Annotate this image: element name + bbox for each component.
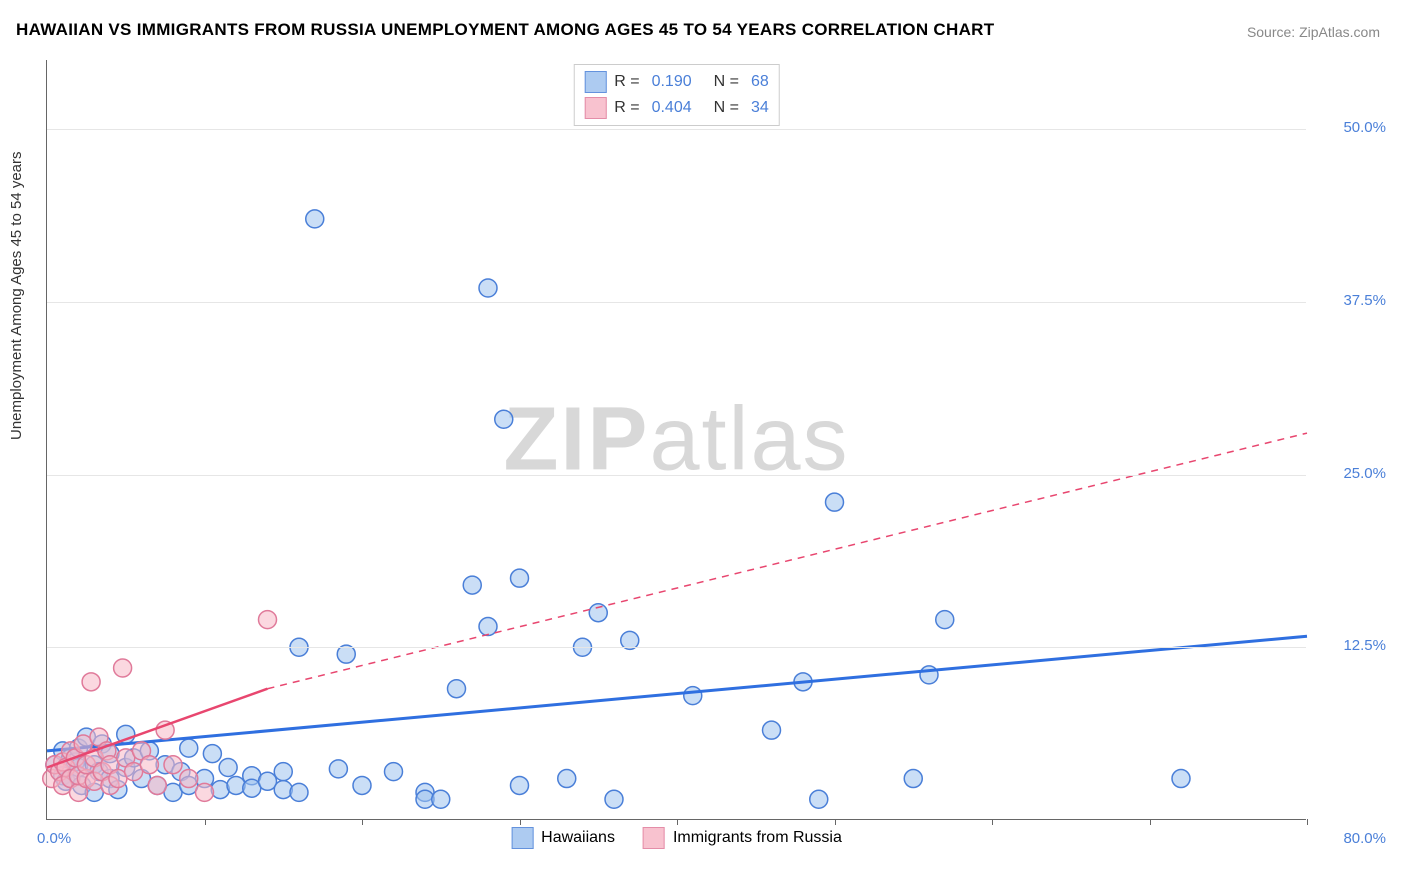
x-tick: [677, 819, 678, 825]
gridline: [47, 302, 1306, 303]
data-point-hawaiians: [605, 790, 623, 808]
data-point-hawaiians: [203, 745, 221, 763]
x-tick: [520, 819, 521, 825]
correlation-legend: R = 0.190 N = 68 R = 0.404 N = 34: [573, 64, 780, 126]
legend-row-hawaiians: R = 0.190 N = 68: [584, 69, 769, 95]
legend-label-hawaiians: Hawaiians: [541, 829, 615, 847]
data-point-hawaiians: [479, 618, 497, 636]
data-point-hawaiians: [290, 783, 308, 801]
data-point-hawaiians: [826, 493, 844, 511]
x-tick: [205, 819, 206, 825]
data-point-hawaiians: [329, 760, 347, 778]
data-point-russia: [114, 659, 132, 677]
swatch-hawaiians: [584, 71, 606, 93]
legend-r-label: R =: [614, 73, 639, 91]
data-point-russia: [180, 770, 198, 788]
swatch-russia: [584, 97, 606, 119]
data-point-hawaiians: [180, 739, 198, 757]
data-point-hawaiians: [219, 758, 237, 776]
data-point-hawaiians: [495, 410, 513, 428]
data-point-hawaiians: [432, 790, 450, 808]
series-legend: Hawaiians Immigrants from Russia: [511, 827, 842, 849]
data-point-hawaiians: [763, 721, 781, 739]
swatch-russia: [643, 827, 665, 849]
chart-title: HAWAIIAN VS IMMIGRANTS FROM RUSSIA UNEMP…: [16, 20, 994, 40]
legend-r-label: R =: [614, 99, 639, 117]
legend-item-russia: Immigrants from Russia: [643, 827, 842, 849]
swatch-hawaiians: [511, 827, 533, 849]
x-axis-max-label: 80.0%: [1343, 830, 1386, 847]
y-tick-label: 25.0%: [1316, 465, 1386, 482]
y-axis-label: Unemployment Among Ages 45 to 54 years: [8, 151, 25, 440]
x-tick: [1150, 819, 1151, 825]
legend-n-label: N =: [714, 99, 739, 117]
gridline: [47, 129, 1306, 130]
data-point-russia: [140, 756, 158, 774]
data-point-hawaiians: [1172, 770, 1190, 788]
y-tick-label: 12.5%: [1316, 637, 1386, 654]
data-point-hawaiians: [448, 680, 466, 698]
chart-plot-area: ZIPatlas R = 0.190 N = 68 R = 0.404 N = …: [46, 60, 1306, 820]
x-axis-min-label: 0.0%: [37, 830, 71, 847]
trendline-hawaiians: [47, 636, 1307, 751]
data-point-hawaiians: [684, 687, 702, 705]
data-point-hawaiians: [511, 776, 529, 794]
data-point-hawaiians: [385, 763, 403, 781]
legend-n-label: N =: [714, 73, 739, 91]
data-point-hawaiians: [558, 770, 576, 788]
scatter-svg: [47, 60, 1306, 819]
data-point-russia: [196, 783, 214, 801]
data-point-russia: [164, 756, 182, 774]
x-tick: [992, 819, 993, 825]
x-tick: [362, 819, 363, 825]
gridline: [47, 647, 1306, 648]
x-tick: [835, 819, 836, 825]
data-point-hawaiians: [353, 776, 371, 794]
gridline: [47, 475, 1306, 476]
y-tick-label: 50.0%: [1316, 119, 1386, 136]
x-tick: [1307, 819, 1308, 825]
data-point-hawaiians: [810, 790, 828, 808]
data-point-hawaiians: [589, 604, 607, 622]
legend-item-hawaiians: Hawaiians: [511, 827, 615, 849]
data-point-russia: [82, 673, 100, 691]
legend-row-russia: R = 0.404 N = 34: [584, 95, 769, 121]
legend-label-russia: Immigrants from Russia: [673, 829, 842, 847]
data-point-hawaiians: [274, 781, 292, 799]
data-point-hawaiians: [936, 611, 954, 629]
data-point-russia: [259, 611, 277, 629]
data-point-hawaiians: [904, 770, 922, 788]
data-point-hawaiians: [511, 569, 529, 587]
data-point-hawaiians: [274, 763, 292, 781]
y-tick-label: 37.5%: [1316, 292, 1386, 309]
legend-n-value-hawaiians: 68: [751, 73, 769, 91]
data-point-hawaiians: [306, 210, 324, 228]
data-point-hawaiians: [479, 279, 497, 297]
legend-r-value-hawaiians: 0.190: [652, 73, 692, 91]
legend-r-value-russia: 0.404: [652, 99, 692, 117]
legend-n-value-russia: 34: [751, 99, 769, 117]
source-attribution: Source: ZipAtlas.com: [1247, 24, 1380, 40]
data-point-hawaiians: [463, 576, 481, 594]
data-point-russia: [148, 776, 166, 794]
data-point-hawaiians: [227, 776, 245, 794]
